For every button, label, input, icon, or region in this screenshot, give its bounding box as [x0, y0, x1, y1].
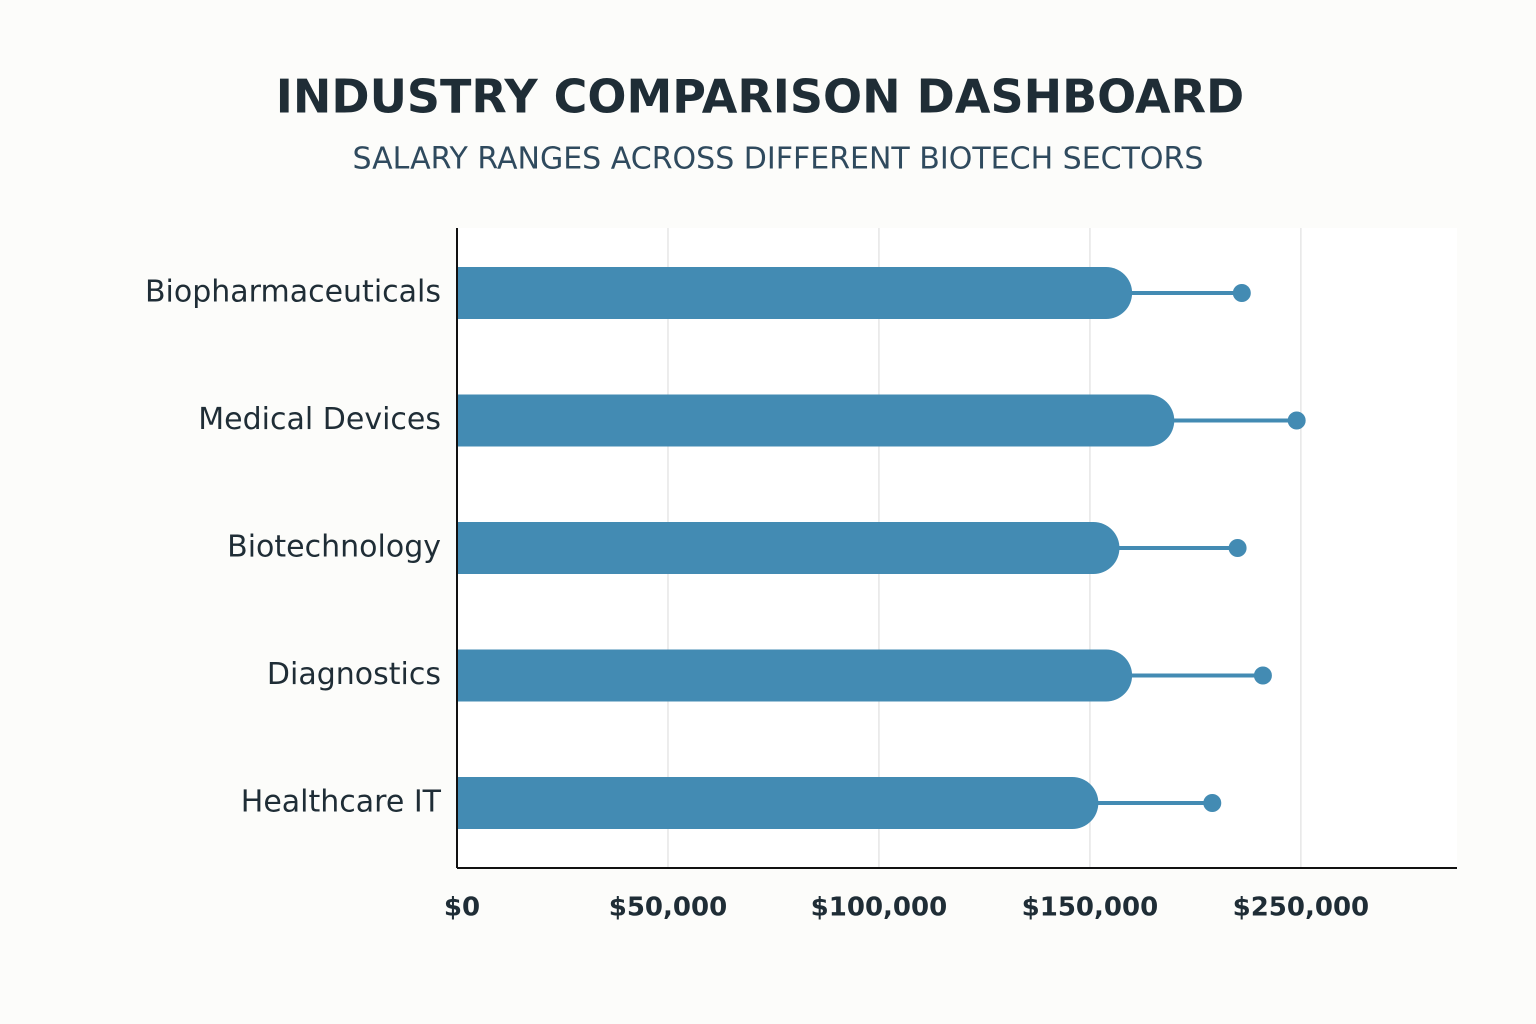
x-tick-label: $150,000: [1022, 893, 1159, 923]
range-max-dot: [1253, 666, 1272, 685]
y-tick-label: Biotechnology: [227, 530, 441, 565]
chart-subtitle: SALARY RANGES ACROSS DIFFERENT BIOTECH S…: [353, 142, 1204, 177]
range-max-dot: [1287, 411, 1306, 430]
y-tick-label: Diagnostics: [267, 657, 441, 692]
range-max-dot: [1203, 794, 1222, 812]
chart-title: INDUSTRY COMPARISON DASHBOARD: [276, 70, 1244, 124]
bar: [458, 267, 1133, 319]
x-tick-label: $0: [444, 893, 480, 923]
x-tick-label: $50,000: [609, 893, 727, 923]
bar: [458, 777, 1099, 829]
marks: [458, 267, 1306, 829]
y-tick-label: Biopharmaceuticals: [145, 275, 441, 310]
range-max-dot: [1232, 284, 1251, 302]
bar: [458, 649, 1133, 702]
bar: [458, 522, 1120, 574]
bar: [458, 394, 1175, 447]
y-tick-label: Medical Devices: [198, 402, 441, 437]
x-tick-label: $100,000: [811, 893, 948, 923]
y-tick-label: Healthcare IT: [241, 785, 442, 820]
x-tick-label: $250,000: [1233, 893, 1370, 923]
range-max-dot: [1228, 539, 1247, 557]
